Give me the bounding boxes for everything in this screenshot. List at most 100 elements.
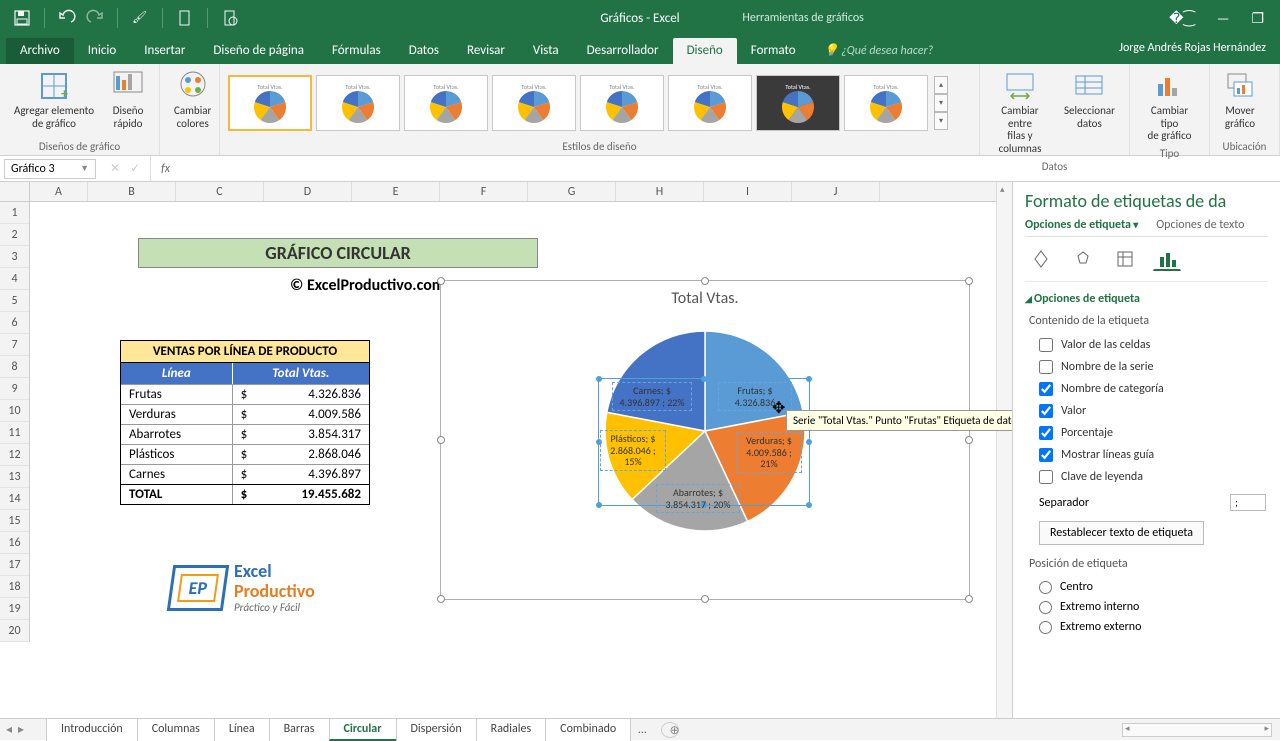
chart-title[interactable]: Total Vtas. xyxy=(441,281,969,308)
column-header[interactable]: G xyxy=(528,182,616,201)
row-header[interactable]: 1 xyxy=(0,202,29,224)
chart-style-thumb[interactable]: Total Vtas. xyxy=(492,75,576,131)
sheet-tab[interactable]: Columnas xyxy=(137,718,215,741)
tp-tab-text-options[interactable]: Opciones de texto xyxy=(1156,218,1244,232)
data-label-carnes[interactable]: Carnes; $ 4.396.897 ; 22% xyxy=(612,382,692,411)
sheet-nav-prev-icon[interactable]: ◂ xyxy=(6,722,12,737)
ribbon-tab-revisar[interactable]: Revisar xyxy=(453,38,519,64)
row-header[interactable]: 12 xyxy=(0,444,29,466)
new-file-icon[interactable] xyxy=(177,10,193,26)
row-header[interactable]: 6 xyxy=(0,312,29,334)
switch-row-column-button[interactable]: Cambiar entre filas y columnas xyxy=(988,68,1052,158)
size-props-icon[interactable] xyxy=(1111,247,1139,271)
sheet-tab[interactable]: Barras xyxy=(269,718,330,741)
tab-file[interactable]: Archivo xyxy=(6,38,74,64)
chart-style-thumb[interactable]: Total Vtas. xyxy=(580,75,664,131)
ribbon-options-icon[interactable]: �⁐ xyxy=(1169,10,1195,27)
undo-icon[interactable] xyxy=(59,10,75,26)
column-header[interactable]: A xyxy=(30,182,88,201)
cancel-formula-icon[interactable]: ✕ xyxy=(110,161,120,176)
change-chart-type-button[interactable]: Cambiar tipo de gráfico xyxy=(1138,68,1201,145)
sheet-tab[interactable]: Introducción xyxy=(46,718,138,741)
data-label-verduras[interactable]: Verduras; $ 4.009.586 ; 21% xyxy=(736,432,802,473)
add-sheet-button[interactable]: ⊕ xyxy=(661,722,679,738)
reset-label-text-button[interactable]: Restablecer texto de etiqueta xyxy=(1039,521,1204,545)
tell-me-search[interactable]: ¿Qué desea hacer? xyxy=(824,43,934,58)
sheet-tab[interactable]: Dispersión xyxy=(396,718,477,741)
select-all-corner[interactable] xyxy=(0,182,30,202)
ribbon-tab-datos[interactable]: Datos xyxy=(395,38,453,64)
column-header[interactable]: H xyxy=(616,182,704,201)
row-header[interactable]: 5 xyxy=(0,290,29,312)
row-header[interactable]: 4 xyxy=(0,268,29,290)
sheet-tabs-more[interactable]: … xyxy=(630,720,654,740)
sheet-tab[interactable]: Línea xyxy=(214,718,270,741)
change-colors-button[interactable]: Cambiar colores xyxy=(168,68,217,132)
chart-style-gallery[interactable]: Total Vtas.Total Vtas.Total Vtas.Total V… xyxy=(228,68,971,138)
chart-style-thumb[interactable]: Total Vtas. xyxy=(228,75,312,131)
column-header[interactable]: B xyxy=(88,182,176,201)
tp-checkbox[interactable]: Valor de las celdas xyxy=(1025,334,1268,356)
sheet-tab[interactable]: Radiales xyxy=(476,718,547,741)
quick-layout-button[interactable]: Diseño rápido xyxy=(106,68,150,132)
row-header[interactable]: 11 xyxy=(0,422,29,444)
row-header[interactable]: 17 xyxy=(0,554,29,576)
row-header[interactable]: 9 xyxy=(0,378,29,400)
row-header[interactable]: 8 xyxy=(0,356,29,378)
ribbon-tab-vista[interactable]: Vista xyxy=(519,38,573,64)
effects-icon[interactable] xyxy=(1069,247,1097,271)
select-data-button[interactable]: Seleccionar datos xyxy=(1058,68,1121,132)
chart-style-thumb[interactable]: Total Vtas. xyxy=(404,75,488,131)
row-header[interactable]: 2 xyxy=(0,224,29,246)
print-preview-icon[interactable] xyxy=(222,10,238,26)
format-painter-icon[interactable]: 🖌 xyxy=(132,10,148,26)
row-header[interactable]: 18 xyxy=(0,576,29,598)
row-header[interactable]: 16 xyxy=(0,532,29,554)
chart-style-thumb[interactable]: Total Vtas. xyxy=(844,75,928,131)
data-label-abarrotes[interactable]: Abarrotes; $ 3.854.317 ; 20% xyxy=(656,484,740,513)
ribbon-tab-diseño-de-página[interactable]: Diseño de página xyxy=(199,38,318,64)
row-header[interactable]: 7 xyxy=(0,334,29,356)
column-header[interactable]: E xyxy=(352,182,440,201)
tp-checkbox[interactable]: Porcentaje xyxy=(1025,422,1268,444)
sheet-nav-next-icon[interactable]: ▸ xyxy=(18,722,24,737)
move-chart-button[interactable]: Mover gráfico xyxy=(1218,68,1262,132)
row-header[interactable]: 13 xyxy=(0,466,29,488)
gallery-up-icon[interactable]: ▴ xyxy=(934,76,948,94)
enter-formula-icon[interactable]: ✓ xyxy=(130,161,140,176)
gallery-more-icon[interactable]: ▾ xyxy=(934,112,948,130)
name-box[interactable]: Gráfico 3▼ xyxy=(4,159,96,179)
row-headers[interactable]: 1234567891011121314151617181920 xyxy=(0,202,30,642)
tp-checkbox[interactable]: Valor xyxy=(1025,400,1268,422)
row-header[interactable]: 10 xyxy=(0,400,29,422)
tp-checkbox[interactable]: Nombre de categoría xyxy=(1025,378,1268,400)
tp-checkbox[interactable]: Clave de leyenda xyxy=(1025,466,1268,488)
restore-icon[interactable]: ❐ xyxy=(1251,10,1264,27)
column-header[interactable]: D xyxy=(264,182,352,201)
user-name[interactable]: Jorge Andrés Rojas Hernández xyxy=(1119,41,1266,55)
tp-section-header[interactable]: Opciones de etiqueta xyxy=(1025,282,1268,312)
sheet-tab[interactable]: Combinado xyxy=(545,718,631,741)
tp-checkbox[interactable]: Nombre de la serie xyxy=(1025,356,1268,378)
vertical-scrollbar[interactable] xyxy=(996,182,1012,718)
embedded-chart[interactable]: Total Vtas. Frutas; $ 4.326.836 Verduras… xyxy=(440,280,970,600)
tp-radio[interactable]: Centro xyxy=(1025,577,1268,597)
column-header[interactable]: J xyxy=(792,182,880,201)
ribbon-tab-inicio[interactable]: Inicio xyxy=(74,38,130,64)
sheet-tab[interactable]: Circular xyxy=(329,718,397,741)
ribbon-tab-formato[interactable]: Formato xyxy=(737,38,810,64)
save-icon[interactable] xyxy=(14,10,30,26)
column-header[interactable]: F xyxy=(440,182,528,201)
ribbon-tab-insertar[interactable]: Insertar xyxy=(130,38,199,64)
ribbon-tab-diseño[interactable]: Diseño xyxy=(673,38,737,64)
row-header[interactable]: 14 xyxy=(0,488,29,510)
tp-radio[interactable]: Extremo externo xyxy=(1025,617,1268,637)
worksheet-grid[interactable]: ABCDEFGHIJ 12345678910111213141516171819… xyxy=(0,182,1012,718)
redo-icon[interactable] xyxy=(87,10,103,26)
chart-style-thumb[interactable]: Total Vtas. xyxy=(668,75,752,131)
add-chart-element-button[interactable]: + Agregar elemento de gráfico xyxy=(8,68,100,132)
row-header[interactable]: 20 xyxy=(0,620,29,642)
column-header[interactable]: C xyxy=(176,182,264,201)
column-headers[interactable]: ABCDEFGHIJ xyxy=(30,182,1012,202)
fill-line-icon[interactable] xyxy=(1027,247,1055,271)
